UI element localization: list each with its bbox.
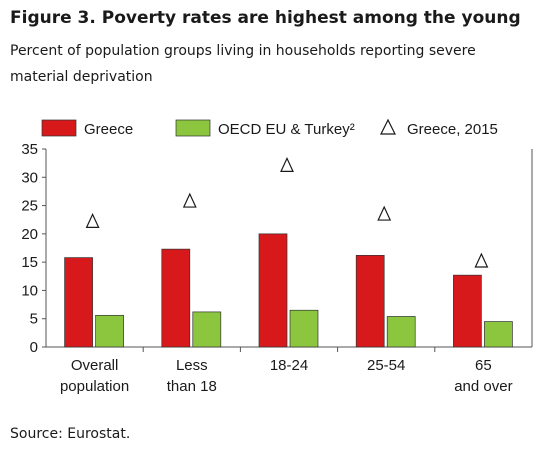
legend-label: Greece bbox=[84, 121, 133, 138]
legend-label: OECD EU & Turkey² bbox=[218, 121, 355, 138]
bar bbox=[453, 274, 482, 348]
y-tick-label: 25 bbox=[21, 198, 38, 215]
x-tick-label: Less bbox=[176, 357, 208, 374]
triangle-marker bbox=[182, 192, 197, 208]
bar bbox=[386, 316, 416, 348]
x-tick-label: population bbox=[60, 378, 129, 395]
legend-swatch bbox=[41, 119, 77, 137]
bar bbox=[289, 309, 319, 348]
bar bbox=[64, 257, 93, 348]
bar bbox=[355, 255, 385, 348]
bar bbox=[258, 233, 288, 348]
y-tick-label: 15 bbox=[21, 254, 38, 271]
legend-swatch bbox=[175, 119, 211, 137]
x-tick-label: 18-24 bbox=[270, 357, 308, 374]
x-tick-label: Overall bbox=[71, 357, 119, 374]
bar bbox=[192, 311, 222, 348]
chart-title: Figure 3. Poverty rates are highest amon… bbox=[10, 8, 521, 28]
y-tick-label: 0 bbox=[30, 339, 38, 356]
legend-label: Greece, 2015 bbox=[407, 121, 498, 138]
legend-triangle-icon bbox=[380, 118, 396, 135]
y-tick-label: 10 bbox=[21, 282, 38, 299]
x-tick-label: than 18 bbox=[167, 378, 217, 395]
x-tick-label: 65 bbox=[475, 357, 492, 374]
y-tick-label: 5 bbox=[30, 311, 38, 328]
bar bbox=[161, 248, 191, 348]
bar bbox=[484, 321, 513, 348]
bar-chart: Greece OECD EU & Turkey² Greece, 2015 0 5 10 1… bbox=[21, 118, 533, 395]
y-tick-label: 20 bbox=[21, 226, 38, 243]
bar bbox=[95, 314, 124, 348]
chart-subtitle: Percent of population groups living in h… bbox=[10, 43, 476, 85]
triangle-marker bbox=[377, 205, 392, 221]
y-tick-label: 35 bbox=[21, 141, 38, 158]
triangle-marker bbox=[85, 212, 100, 229]
x-tick-label: 25-54 bbox=[367, 357, 405, 374]
triangle-marker bbox=[280, 156, 294, 173]
triangle-marker bbox=[474, 252, 489, 268]
x-tick-label: and over bbox=[454, 378, 512, 395]
source-note: Source: Eurostat. bbox=[10, 426, 131, 442]
y-tick-label: 30 bbox=[21, 169, 38, 186]
